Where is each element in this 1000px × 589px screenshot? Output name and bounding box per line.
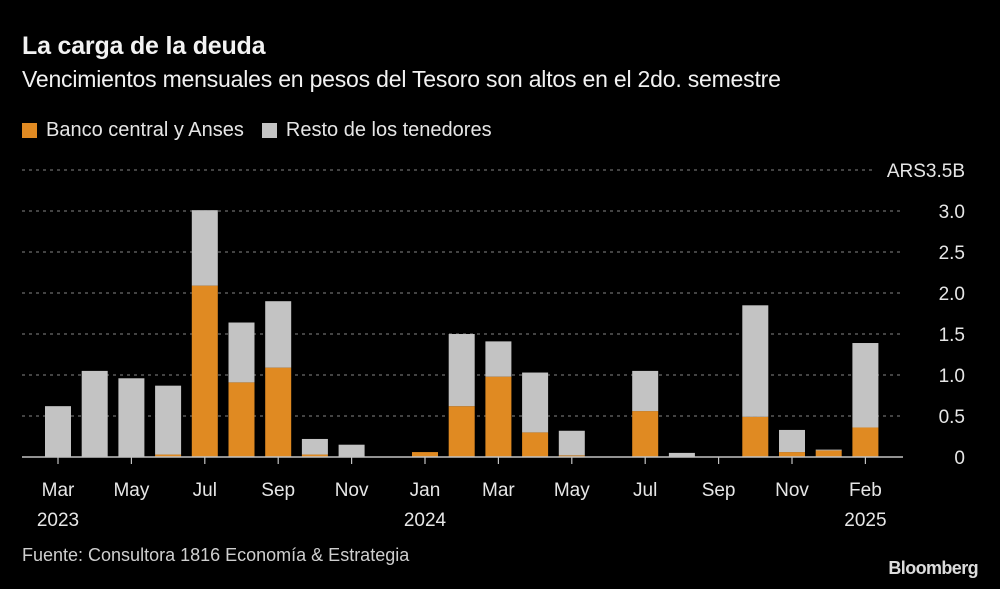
bar-banco-central xyxy=(485,376,512,457)
bar-banco-central xyxy=(191,285,218,457)
bar-resto xyxy=(632,370,659,412)
bar-resto xyxy=(191,210,218,286)
chart-plot: 0 0.5 1.0 1.5 2.0 2.5 3.0 ARS3.5B Mar 2023 May Jul… xyxy=(22,161,965,531)
legend-label-resto: Resto de los tenedores xyxy=(285,119,492,141)
bar-banco-central xyxy=(228,382,255,457)
bar-resto xyxy=(228,322,255,383)
chart-subtitle: Vencimientos mensuales en pesos del Teso… xyxy=(22,66,781,92)
bar-resto xyxy=(522,372,549,433)
legend-swatch-resto xyxy=(261,123,277,138)
gridlines xyxy=(22,169,903,417)
x-tick-label: Jul xyxy=(633,480,657,501)
y-axis-labels: 0 0.5 1.0 1.5 2.0 2.5 3.0 ARS3.5B xyxy=(887,161,965,469)
y-tick-label: 2.0 xyxy=(939,284,965,305)
bars xyxy=(45,210,879,457)
y-tick-label: 0 xyxy=(954,448,965,469)
bar-banco-central xyxy=(301,454,328,457)
y-tick-label: 1.5 xyxy=(939,325,965,346)
x-tick-year-label: 2024 xyxy=(404,510,447,531)
x-tick-label: Jul xyxy=(193,480,217,501)
x-tick-label: Mar xyxy=(482,480,515,501)
bar-resto xyxy=(81,370,108,457)
x-axis-labels: Mar 2023 May Jul Sep Nov Jan 2024 Mar May Jul Sep No… xyxy=(37,480,887,531)
legend-item-resto: Resto de los tenedores xyxy=(261,119,492,142)
bar-banco-central xyxy=(815,450,842,457)
bar-banco-central xyxy=(632,411,659,457)
bar-resto xyxy=(118,378,145,457)
legend-swatch-banco-central xyxy=(22,123,37,138)
x-axis xyxy=(22,456,903,464)
bar-banco-central xyxy=(558,455,585,457)
y-tick-label: ARS3.5B xyxy=(887,161,965,182)
x-tick-year-label: 2025 xyxy=(844,510,886,531)
bar-resto xyxy=(45,406,71,457)
y-tick-label: 3.0 xyxy=(939,202,965,223)
bar-resto xyxy=(448,334,475,407)
bar-resto xyxy=(485,341,512,377)
source-note: Fuente: Consultora 1816 Economía & Estra… xyxy=(22,545,410,565)
bar-banco-central xyxy=(522,432,549,457)
bloomberg-logo: Bloomberg xyxy=(888,558,978,578)
x-tick-label: May xyxy=(113,480,149,501)
x-tick-label: Mar xyxy=(42,480,75,501)
chart-title: La carga de la deuda xyxy=(22,32,266,60)
legend-item-banco-central: Banco central y Anses xyxy=(22,119,244,142)
x-tick-label: Sep xyxy=(702,480,736,501)
bar-banco-central xyxy=(742,416,769,457)
bar-resto xyxy=(301,438,328,455)
x-tick-label: Sep xyxy=(261,480,295,501)
x-tick-year-label: 2023 xyxy=(37,510,79,531)
bar-banco-central xyxy=(265,367,292,457)
bar-resto xyxy=(779,429,805,453)
bar-banco-central xyxy=(155,454,182,457)
x-tick-label: Nov xyxy=(775,480,809,501)
y-tick-label: 1.0 xyxy=(939,366,965,387)
x-tick-label: Feb xyxy=(849,480,882,501)
legend-label-banco-central: Banco central y Anses xyxy=(46,119,244,141)
x-tick-label: May xyxy=(554,480,590,501)
bar-banco-central xyxy=(779,452,805,457)
legend: Banco central y Anses Resto de los tened… xyxy=(22,119,510,142)
bar-resto xyxy=(852,343,879,428)
bar-banco-central xyxy=(852,427,879,457)
bar-resto xyxy=(155,385,182,455)
y-tick-label: 0.5 xyxy=(939,407,965,428)
bar-resto xyxy=(815,449,842,451)
bar-resto xyxy=(265,301,292,368)
bar-banco-central xyxy=(448,406,475,457)
bar-resto xyxy=(338,444,365,457)
x-tick-label: Jan xyxy=(410,480,441,501)
bar-resto xyxy=(742,305,769,417)
y-tick-label: 2.5 xyxy=(939,243,965,264)
bar-resto xyxy=(668,452,695,457)
bar-banco-central xyxy=(412,452,438,457)
x-tick-label: Nov xyxy=(335,480,369,501)
bar-resto xyxy=(558,430,585,456)
